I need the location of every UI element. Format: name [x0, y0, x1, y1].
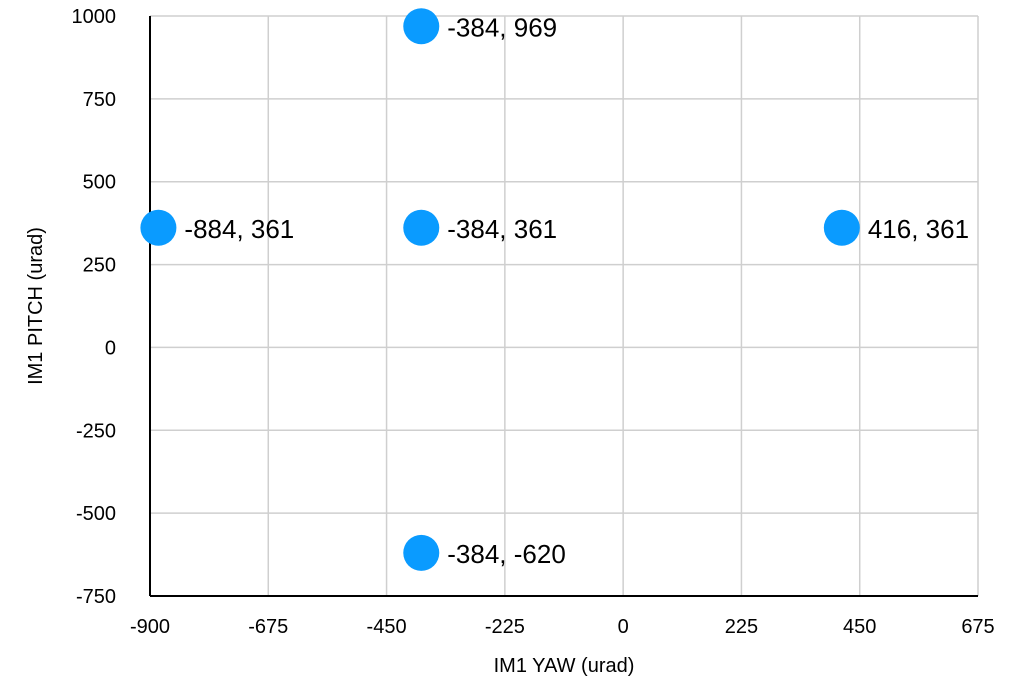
x-tick-label: -450	[367, 616, 407, 638]
y-tick-label: 750	[83, 89, 116, 111]
grid	[150, 15, 979, 596]
y-tick-label: -250	[76, 420, 116, 442]
data-point-label: 416, 361	[868, 214, 969, 244]
data-point	[823, 209, 860, 246]
data-point-label: -384, 361	[447, 214, 557, 244]
y-tick-label: -500	[76, 503, 116, 525]
y-tick-label: 500	[83, 172, 116, 194]
axes	[149, 16, 978, 597]
x-tick-label: -225	[485, 616, 525, 638]
data-point-label: -384, -620	[447, 539, 566, 569]
data-point	[403, 209, 440, 246]
y-tick-labels: -750 -500 -250 0 250 500 750 1000	[72, 6, 117, 608]
y-tick-label: 250	[83, 255, 116, 277]
x-tick-label: 0	[618, 616, 629, 638]
y-tick-label: -750	[76, 586, 116, 608]
x-tick-label: 450	[843, 616, 876, 638]
data-point	[403, 8, 440, 45]
data-point-label: -384, 969	[447, 12, 557, 42]
data-points: -384, 969 -884, 361 -384, 361 416, 361 -384,…	[140, 8, 969, 571]
x-tick-label: 675	[961, 616, 994, 638]
data-point-label: -884, 361	[184, 214, 294, 244]
data-point	[140, 209, 177, 246]
data-point	[403, 534, 440, 571]
y-tick-label: 1000	[72, 6, 117, 28]
y-axis-title: IM1 PITCH (urad)	[25, 227, 47, 385]
x-axis-title: IM1 YAW (urad)	[494, 655, 635, 677]
x-tick-label: -900	[130, 616, 170, 638]
x-tick-label: -675	[248, 616, 288, 638]
x-tick-labels: -900 -675 -450 -225 0 225 450 675	[130, 616, 995, 638]
x-tick-label: 225	[725, 616, 758, 638]
y-tick-label: 0	[105, 337, 116, 359]
